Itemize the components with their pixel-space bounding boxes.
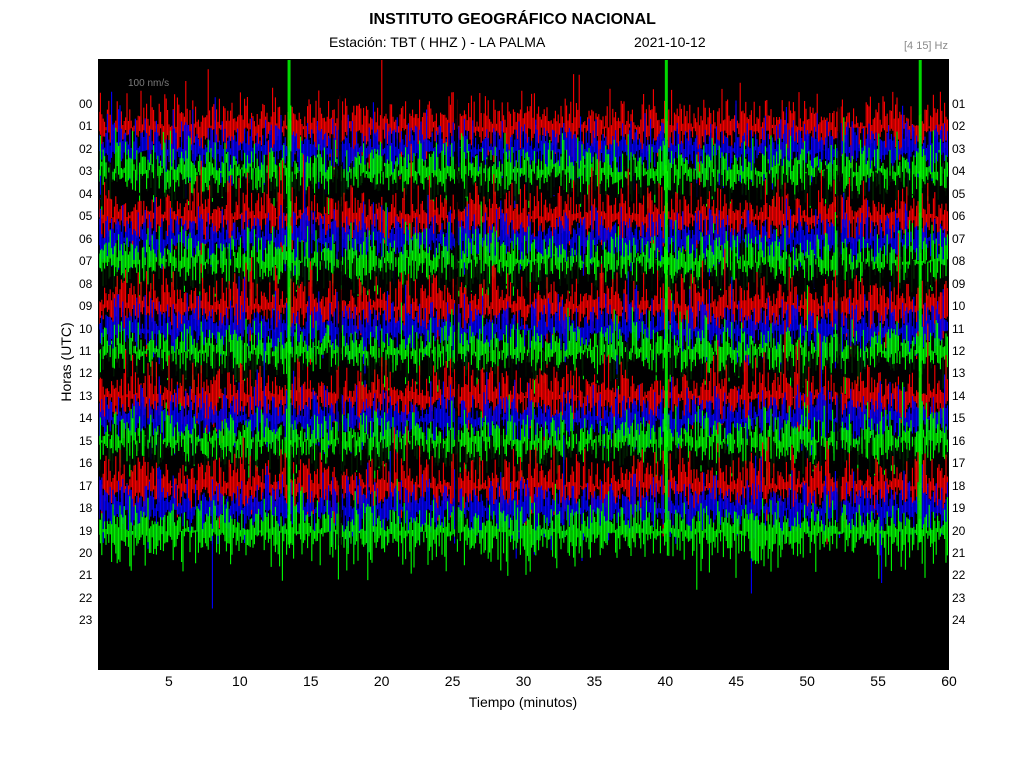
y-tick-left: 09	[79, 299, 93, 314]
y-tick-right: 05	[952, 186, 966, 201]
x-tick: 5	[165, 673, 173, 689]
y-tick-left: 13	[79, 388, 93, 403]
helicorder-plot	[98, 59, 949, 670]
y-tick-right: 24	[952, 613, 966, 628]
y-tick-right: 08	[952, 254, 966, 269]
y-tick-left: 15	[79, 433, 93, 448]
x-tick: 20	[373, 673, 390, 689]
helicorder-svg	[99, 60, 948, 609]
y-tick-left: 02	[79, 141, 93, 156]
y-tick-right: 20	[952, 523, 966, 538]
y-tick-right: 02	[952, 119, 966, 134]
x-tick: 45	[728, 673, 745, 689]
y-tick-right: 06	[952, 209, 966, 224]
y-tick-right: 03	[952, 141, 966, 156]
y-tick-left: 21	[79, 568, 93, 583]
x-tick: 35	[586, 673, 603, 689]
y-tick-left: 12	[79, 366, 93, 381]
y-tick-left: 05	[79, 209, 93, 224]
y-tick-right: 18	[952, 478, 966, 493]
frequency-band-label: [4 15] Hz	[903, 40, 948, 52]
y-tick-right: 15	[952, 411, 966, 426]
y-tick-right: 16	[952, 433, 966, 448]
y-tick-left: 17	[79, 478, 93, 493]
y-tick-left: 23	[79, 613, 93, 628]
y-tick-left: 18	[79, 501, 93, 516]
y-tick-left: 01	[79, 119, 93, 134]
y-tick-right: 21	[952, 546, 966, 560]
x-tick: 15	[302, 673, 319, 689]
y-tick-right: 09	[952, 276, 966, 291]
x-tick: 60	[941, 673, 957, 689]
y-tick-right: 13	[952, 366, 966, 381]
chart-title: INSTITUTO GEOGRÁFICO NACIONAL	[369, 11, 656, 28]
x-tick: 40	[657, 673, 674, 689]
y-tick-left: 10	[79, 321, 93, 336]
y-tick-right: 22	[952, 568, 966, 583]
y-tick-left: 19	[79, 523, 93, 538]
y-tick-right: 10	[952, 299, 966, 314]
y-tick-left: 22	[79, 590, 93, 605]
amplitude-scale-label: 100 nm/s	[128, 78, 170, 89]
x-tick: 50	[799, 673, 815, 689]
date-label: 2021-10-12	[634, 34, 706, 50]
y-tick-left: 07	[79, 254, 93, 269]
y-axis-label: Horas (UTC)	[58, 322, 74, 402]
station-label: Estación: TBT ( HHZ ) - LA PALMA	[329, 34, 546, 50]
y-tick-right: 23	[952, 590, 966, 605]
y-tick-right: 04	[952, 164, 966, 179]
x-axis-label: Tiempo (minutos)	[468, 694, 578, 710]
x-tick: 30	[515, 673, 532, 689]
y-tick-right: 01	[952, 97, 966, 111]
x-tick: 25	[444, 673, 461, 689]
y-tick-left: 06	[79, 231, 93, 246]
y-tick-left: 14	[79, 411, 93, 426]
y-tick-left: 16	[79, 456, 93, 471]
y-tick-right: 07	[952, 231, 966, 246]
y-tick-right: 19	[952, 501, 966, 516]
y-tick-left: 08	[79, 276, 93, 291]
x-tick: 10	[232, 673, 248, 689]
y-tick-left: 20	[79, 546, 93, 560]
y-tick-left: 11	[79, 343, 92, 358]
y-tick-left: 00	[79, 97, 93, 111]
y-tick-right: 14	[952, 388, 966, 403]
y-tick-left: 04	[79, 186, 93, 201]
y-tick-left: 03	[79, 164, 93, 179]
y-tick-right: 12	[952, 343, 966, 358]
y-tick-right: 17	[952, 456, 966, 471]
x-tick: 55	[870, 673, 886, 689]
y-tick-right: 11	[952, 321, 965, 336]
